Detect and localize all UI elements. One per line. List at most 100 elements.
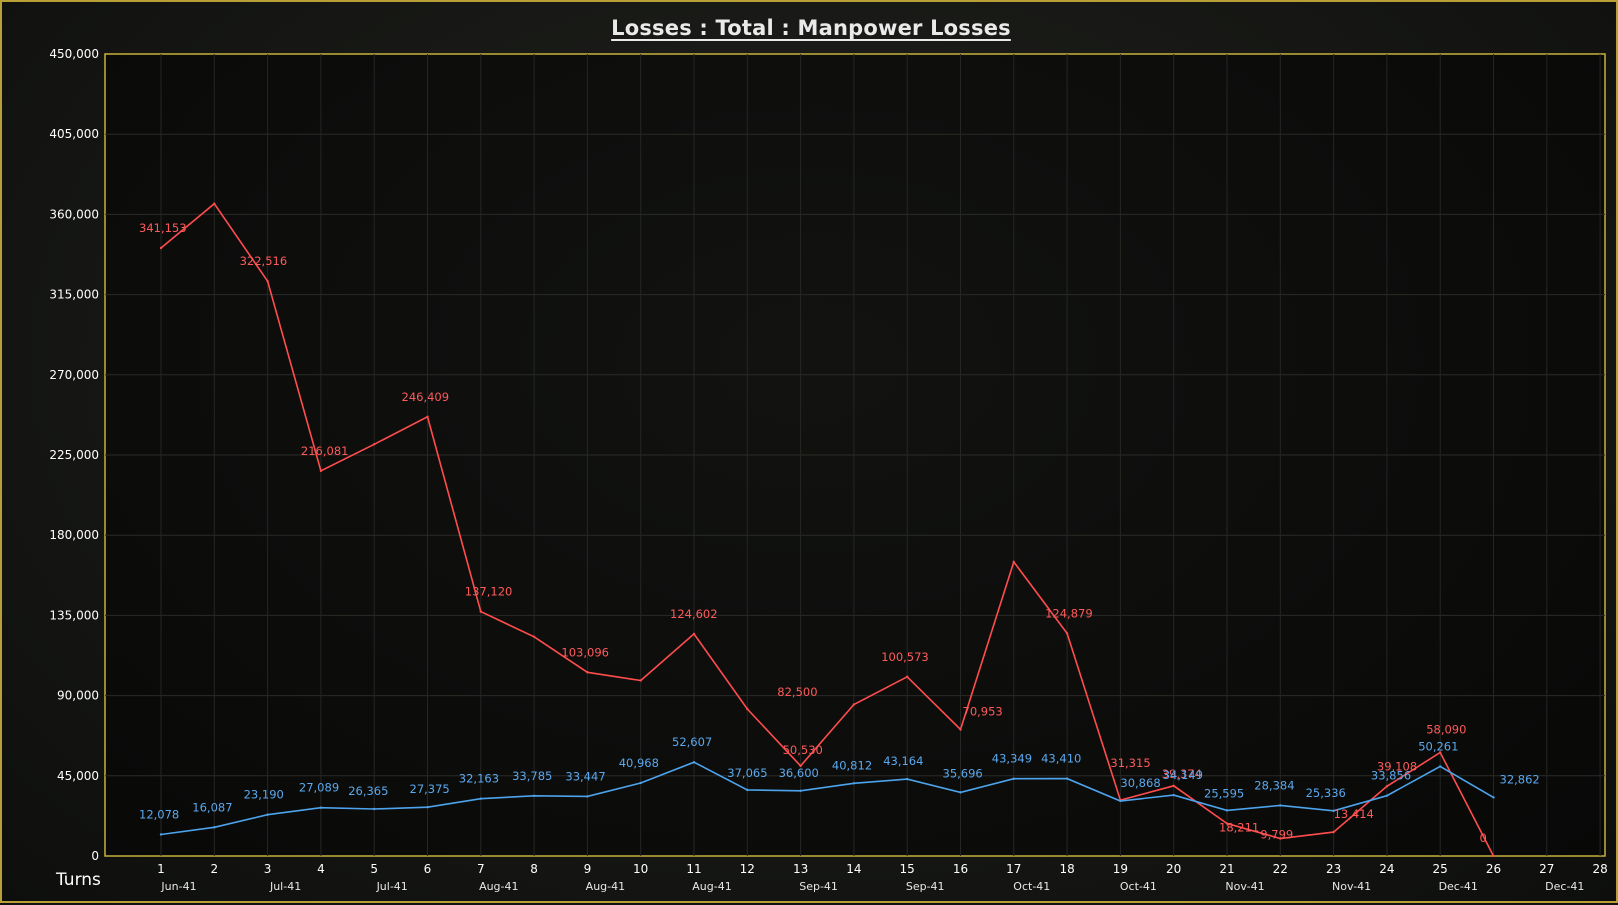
data-point <box>1012 777 1015 780</box>
x-date-label: Jul-41 <box>269 880 301 893</box>
data-label: 216,081 <box>301 444 349 458</box>
data-point <box>319 806 323 809</box>
data-label: 137,120 <box>465 585 513 599</box>
x-tick-label: 23 <box>1326 862 1341 876</box>
data-label: 18,211 <box>1219 821 1259 835</box>
y-tick-label: 45,000 <box>57 769 99 783</box>
x-date-label: Dec-41 <box>1439 880 1478 893</box>
data-point <box>1172 784 1175 788</box>
data-point <box>159 833 163 836</box>
y-tick-label: 360,000 <box>49 207 99 221</box>
data-label: 25,595 <box>1204 786 1244 800</box>
data-point <box>1332 809 1335 813</box>
data-point <box>266 813 269 816</box>
data-point <box>1439 765 1442 768</box>
data-label: 37,065 <box>727 766 767 780</box>
data-label: 27,375 <box>410 782 450 796</box>
grid-lines <box>105 54 1605 856</box>
data-label: 26,365 <box>348 784 388 798</box>
data-point <box>479 797 482 800</box>
x-date-label: Nov-41 <box>1332 880 1371 893</box>
x-tick-label: 15 <box>900 862 915 876</box>
data-label: 124,879 <box>1045 606 1093 620</box>
data-point <box>479 610 482 613</box>
data-point <box>692 632 696 636</box>
data-label: 40,968 <box>619 756 659 770</box>
data-point <box>373 807 376 811</box>
data-point <box>213 826 216 829</box>
data-label: 27,089 <box>299 781 339 795</box>
data-label: 0 <box>1480 831 1487 845</box>
data-point <box>1492 854 1495 858</box>
y-axis-ticks: 0 45,000 90,000 135,000 180,000 225,000 270,00… <box>49 47 99 863</box>
data-label: 35,696 <box>943 766 983 780</box>
data-point <box>799 764 802 768</box>
data-label: 34,149 <box>1163 768 1203 782</box>
y-tick-label: 180,000 <box>49 528 99 542</box>
data-point <box>159 246 163 250</box>
data-label: 50,530 <box>783 743 823 757</box>
data-label: 32,862 <box>1500 772 1540 786</box>
x-date-label: Dec-41 <box>1545 880 1584 893</box>
data-point <box>426 415 429 419</box>
x-tick-label: 20 <box>1166 862 1181 876</box>
data-label: 36,600 <box>779 766 819 780</box>
data-point <box>1439 751 1442 754</box>
data-point <box>1385 785 1389 788</box>
data-point <box>1065 777 1069 780</box>
data-label: 9,799 <box>1260 828 1293 842</box>
x-tick-label: 25 <box>1433 862 1448 876</box>
data-point <box>1279 837 1282 840</box>
data-point <box>852 703 856 706</box>
data-point <box>639 679 642 682</box>
data-label: 16,087 <box>192 800 232 814</box>
series-lines <box>159 202 1495 858</box>
x-tick-label: 28 <box>1592 862 1607 876</box>
data-point <box>586 795 589 798</box>
data-label: 40,812 <box>832 758 872 772</box>
data-label: 341,153 <box>139 221 187 235</box>
x-date-label: Oct-41 <box>1013 880 1050 893</box>
x-tick-label: 21 <box>1219 862 1234 876</box>
x-tick-label: 7 <box>477 862 485 876</box>
data-label: 52,607 <box>672 735 712 749</box>
y-tick-label: 0 <box>91 849 99 863</box>
data-point <box>1332 830 1335 834</box>
data-label: 322,516 <box>240 254 288 268</box>
data-point <box>213 202 216 205</box>
data-point <box>1492 796 1495 799</box>
y-tick-label: 90,000 <box>57 689 99 703</box>
data-label: 25,336 <box>1306 786 1346 800</box>
data-point <box>746 707 749 711</box>
x-tick-label: 2 <box>210 862 218 876</box>
data-point <box>1279 804 1282 807</box>
data-label: 39,108 <box>1377 759 1417 773</box>
data-point <box>373 443 376 446</box>
x-tick-label: 26 <box>1486 862 1501 876</box>
data-point <box>799 789 802 792</box>
y-tick-label: 270,000 <box>49 368 99 382</box>
x-axis-label: Turns <box>55 870 101 890</box>
data-point <box>746 788 749 792</box>
data-label: 33,785 <box>512 769 552 783</box>
data-point <box>1225 809 1229 812</box>
chart-title: Losses : Total : Manpower Losses <box>611 16 1011 40</box>
data-labels: 341,153 322,516 216,081 246,409 137,120 103,0… <box>139 221 1540 845</box>
data-point <box>1385 794 1389 797</box>
x-tick-label: 10 <box>633 862 648 876</box>
data-point <box>959 791 962 794</box>
data-label: 33,447 <box>565 769 605 783</box>
data-label: 32,163 <box>459 772 499 786</box>
x-date-label: Jul-41 <box>376 880 408 893</box>
y-tick-label: 135,000 <box>49 608 99 622</box>
x-date-label: Jun-41 <box>160 880 196 893</box>
data-point <box>532 635 536 638</box>
y-tick-label: 405,000 <box>49 127 99 141</box>
data-label: 43,164 <box>883 754 923 768</box>
x-tick-label: 3 <box>264 862 272 876</box>
data-point <box>639 781 642 785</box>
x-date-label: Sep-41 <box>799 880 838 893</box>
x-tick-label: 12 <box>740 862 755 876</box>
x-date-label: Aug-41 <box>479 880 518 893</box>
